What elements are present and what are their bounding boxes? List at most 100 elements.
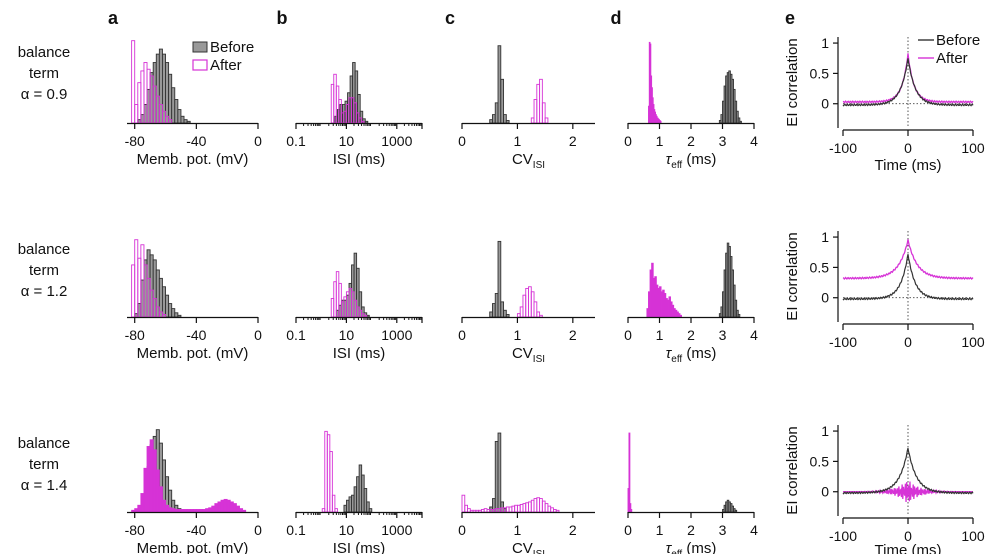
x-axis-label: Time (ms) [875, 157, 942, 174]
bar-before [158, 48, 163, 124]
x-axis-label-sub: eff [671, 549, 682, 554]
bar-before [149, 254, 154, 318]
bar-before [140, 114, 145, 124]
line-before [842, 58, 974, 107]
row-label-line: balance [18, 435, 71, 452]
x-tick-label: 1000 [381, 327, 412, 343]
panel-c-row-2: 0 1 2 CVISI [458, 432, 595, 554]
bar-after [198, 509, 203, 513]
y-axis-label: EI correlation [784, 232, 801, 320]
x-axis-label-main: τ [666, 540, 673, 554]
x-tick-label: -100 [829, 528, 857, 544]
bar-after [539, 314, 543, 318]
x-axis-label-sub: ISI [533, 160, 545, 171]
x-axis-label: CVISI [512, 151, 545, 171]
row-label-line: α = 1.4 [21, 477, 68, 494]
bar-after [679, 314, 682, 318]
panel-d-row-0: 0 1 2 3 4 τeff (ms) [624, 41, 758, 171]
x-axis-label: Memb. pot. (mV) [137, 540, 249, 554]
x-tick-label: 0 [624, 327, 632, 343]
x-axis-label-unit: (ms) [682, 345, 716, 362]
x-tick-label: 1000 [381, 133, 412, 149]
bar-before [171, 308, 176, 318]
x-tick-label: 3 [719, 327, 727, 343]
x-tick-label: -100 [829, 140, 857, 156]
x-axis-label-main: τ [666, 345, 673, 362]
panel-b-row-0: 0.1 10 1000 ISI (ms) [286, 62, 423, 168]
bar-before [174, 312, 179, 318]
bar-after [177, 509, 182, 513]
line-after [842, 239, 974, 281]
bar-before [165, 62, 170, 124]
bar-before [183, 119, 188, 124]
x-tick-label: -100 [829, 334, 857, 350]
x-tick-label: 2 [569, 522, 577, 538]
panel-d-row-2: 0 1 2 3 4 τeff (ms) [624, 432, 758, 554]
bar-after [239, 508, 244, 513]
x-tick-label: 1 [514, 522, 522, 538]
bar-before [739, 120, 742, 124]
x-tick-label: 0.1 [286, 327, 306, 343]
bar-before [505, 314, 510, 318]
x-axis-label-sub: eff [671, 160, 682, 171]
y-tick-label: 0.5 [810, 453, 830, 469]
line-before [842, 254, 974, 301]
x-tick-label: 0 [254, 327, 262, 343]
bar-after [134, 239, 139, 318]
panel-a-row-0: -80 -40 0 Memb. pot. (mV) [125, 40, 262, 168]
legend-swatch-before [192, 41, 208, 53]
bar-before [497, 432, 502, 513]
bar-before [174, 99, 179, 124]
x-axis-label: Memb. pot. (mV) [137, 345, 249, 362]
bar-before [149, 72, 154, 124]
row-label-line: term [29, 456, 59, 473]
bar-before [364, 120, 369, 124]
line-before [842, 448, 974, 495]
x-axis-label-main: τ [666, 151, 673, 168]
x-tick-label: 1 [656, 522, 664, 538]
x-tick-label: 100 [961, 528, 985, 544]
bar-after [220, 499, 225, 513]
bar-after [235, 505, 240, 513]
bar-before [137, 119, 142, 124]
x-tick-label: 1 [656, 327, 664, 343]
bar-before [137, 303, 142, 318]
x-tick-label: 0 [904, 334, 912, 350]
x-tick-label: 0 [254, 522, 262, 538]
bar-after [208, 507, 213, 513]
x-tick-label: 3 [719, 522, 727, 538]
y-axis-label: EI correlation [784, 426, 801, 514]
line-after [842, 53, 974, 104]
panel-b-row-1: 0.1 10 1000 ISI (ms) [286, 252, 423, 362]
panel-letter-c: c [445, 8, 455, 28]
bar-after [192, 509, 197, 513]
bar-after [180, 509, 185, 513]
panel-a-row-1: -80 -40 0 Memb. pot. (mV) [125, 239, 262, 362]
y-axis-label: EI correlation [784, 38, 801, 126]
x-tick-label: 0 [624, 522, 632, 538]
panel-e-row-1: 0 0.5 1 -100 0 100 EI correlation [784, 229, 985, 350]
panel-c-row-1: 0 1 2 CVISI [458, 240, 595, 365]
x-axis-label: τeff (ms) [666, 540, 717, 554]
x-tick-label: 2 [569, 133, 577, 149]
bar-after [223, 498, 228, 513]
legend-label-before: Before [210, 39, 254, 56]
y-tick-label: 1 [821, 35, 829, 51]
x-axis-label: CVISI [512, 345, 545, 365]
bar-before [134, 313, 139, 318]
bar-after [334, 508, 338, 513]
bar-after [189, 509, 194, 513]
panel-letter-b: b [277, 8, 288, 28]
y-tick-label: 0 [821, 484, 829, 500]
bar-before [165, 294, 170, 318]
bar-after [232, 503, 237, 513]
x-axis-label-unit: (ms) [682, 151, 716, 168]
bar-after [229, 501, 234, 513]
bar-before [177, 314, 182, 318]
bar-after [171, 508, 176, 513]
x-tick-label: 0 [254, 133, 262, 149]
x-tick-label: 0 [458, 327, 466, 343]
bar-after [242, 509, 247, 513]
panel-b-row-2: 0.1 10 1000 ISI (ms) [286, 430, 423, 554]
